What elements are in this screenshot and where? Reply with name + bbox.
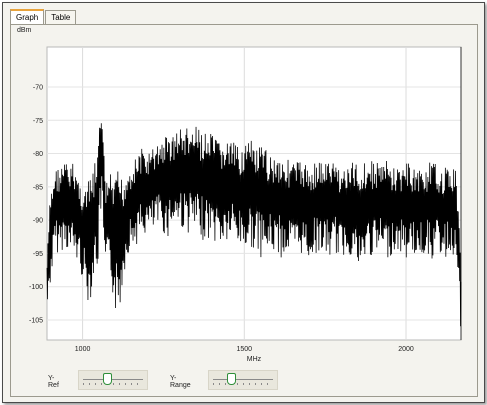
y-tick-label: -90 [33,218,43,225]
y-tick-label: -100 [29,284,43,291]
y-ref-slider[interactable] [78,370,148,390]
x-axis-label: MHz [247,356,262,363]
x-tick-label: 1500 [237,346,253,353]
y-ref-label: Y-Ref [48,375,59,389]
tab-table[interactable]: Table [45,10,77,25]
y-tick-label: -85 [33,184,43,191]
y-tick-label: -80 [33,151,43,158]
y-range-label: Y-Range [170,375,191,389]
y-tick-label: -95 [33,251,43,258]
spectrum-trace [46,123,462,327]
x-tick-label: 2000 [398,346,414,353]
x-tick-label: 1000 [75,346,91,353]
y-range-slider[interactable] [208,370,278,390]
tab-bar: Graph Table [10,9,77,26]
y-ref-slider-thumb[interactable] [103,373,112,385]
y-tick-label: -75 [33,118,43,125]
y-tick-label: -105 [29,318,43,325]
tab-graph[interactable]: Graph [10,9,45,26]
y-axis-unit-label: dBm [17,27,32,34]
y-range-slider-thumb[interactable] [227,373,236,385]
y-tick-label: -70 [33,84,43,91]
